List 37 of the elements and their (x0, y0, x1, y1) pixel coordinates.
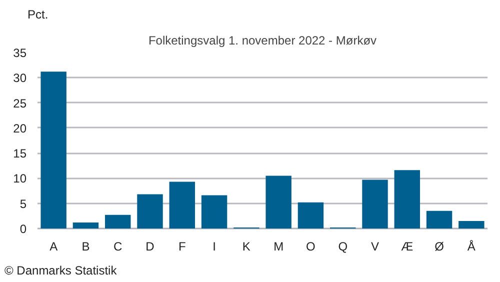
y-tick-label: 15 (13, 146, 27, 161)
x-tick-label: I (212, 240, 216, 254)
x-tick-label: Ø (434, 240, 444, 254)
x-tick-label: C (114, 240, 123, 254)
x-tick-label: M (274, 240, 284, 254)
x-tick-label: A (50, 240, 58, 254)
x-tick-label: F (178, 240, 186, 254)
x-tick-label: B (82, 240, 90, 254)
y-tick-label: 35 (13, 46, 27, 60)
y-tick-label: 10 (13, 172, 27, 186)
bar (105, 214, 131, 228)
bar (169, 182, 195, 228)
y-tick-label: 5 (20, 196, 27, 211)
x-tick-label: Æ (401, 240, 414, 254)
x-tick-label: Q (338, 240, 348, 254)
x-tick-label: V (371, 240, 380, 254)
y-tick-label: 20 (13, 121, 27, 136)
y-tick-label: 30 (13, 71, 27, 86)
x-tick-label: D (146, 240, 155, 254)
bar (394, 170, 420, 228)
bar (426, 210, 452, 228)
bar (458, 220, 484, 228)
y-axis-title: Pct. (28, 8, 48, 22)
bar (298, 202, 324, 228)
bar (266, 176, 292, 228)
x-tick-label: K (242, 240, 250, 254)
bar (201, 195, 228, 228)
bar (137, 194, 163, 228)
chart-title: Folketingsvalg 1. november 2022 - Mørkøv (148, 34, 377, 48)
x-tick-label: Å (467, 240, 476, 254)
text: © Danmarks Statistik (4, 264, 118, 278)
bar (72, 222, 99, 228)
x-tick-label: O (306, 240, 316, 254)
bar (40, 72, 66, 228)
bar (362, 180, 388, 228)
y-tick-label: 25 (13, 96, 27, 110)
y-tick-label: 0 (20, 222, 27, 236)
